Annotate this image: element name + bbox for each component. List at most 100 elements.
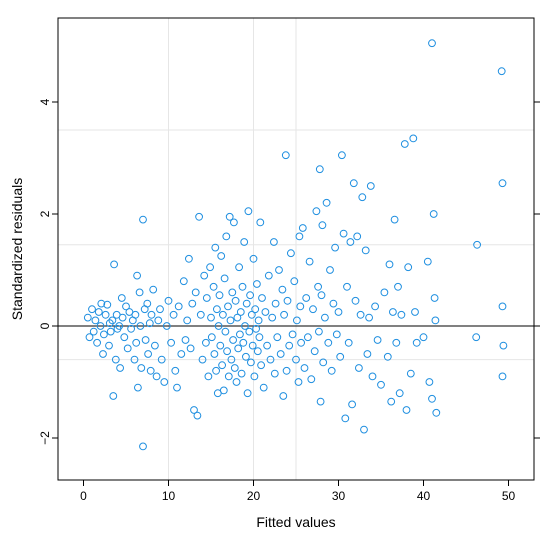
data-point-6 xyxy=(94,308,103,316)
data-point-64 xyxy=(179,277,188,286)
data-point-142 xyxy=(261,308,270,316)
data-point-132 xyxy=(251,305,260,314)
data-point-248 xyxy=(499,341,508,350)
data-point-186 xyxy=(322,198,331,207)
data-point-191 xyxy=(331,243,340,252)
data-point-129 xyxy=(248,341,257,350)
data-point-240 xyxy=(431,316,440,325)
data-point-138 xyxy=(256,218,265,227)
data-point-48 xyxy=(147,310,156,319)
data-point-222 xyxy=(390,215,399,224)
data-point-245 xyxy=(497,67,506,76)
data-point-104 xyxy=(227,355,236,364)
data-point-182 xyxy=(317,291,326,300)
data-point-39 xyxy=(137,364,146,372)
data-point-227 xyxy=(400,140,409,148)
data-point-165 xyxy=(294,378,303,386)
data-point-221 xyxy=(389,308,397,316)
data-point-46 xyxy=(145,319,154,328)
data-point-160 xyxy=(287,249,295,258)
data-point-51 xyxy=(152,372,161,381)
data-point-232 xyxy=(411,308,419,316)
data-point-47 xyxy=(146,366,155,375)
data-point-189 xyxy=(327,366,336,375)
data-point-244 xyxy=(472,333,481,342)
data-point-43 xyxy=(141,336,150,344)
data-point-52 xyxy=(154,316,163,325)
data-point-101 xyxy=(224,372,233,381)
data-point-202 xyxy=(349,179,358,188)
data-point-87 xyxy=(213,305,221,314)
data-point-102 xyxy=(225,212,234,221)
data-point-225 xyxy=(395,389,404,398)
data-point-233 xyxy=(412,338,421,347)
data-point-54 xyxy=(157,355,166,364)
data-point-89 xyxy=(214,322,223,330)
data-point-75 xyxy=(198,355,207,364)
data-point-213 xyxy=(368,372,377,381)
data-point-61 xyxy=(173,383,181,392)
data-point-131 xyxy=(250,372,259,381)
data-points xyxy=(83,39,508,451)
data-point-179 xyxy=(315,327,323,336)
data-point-242 xyxy=(428,394,436,403)
x-axis-ticks: 0 10 20 30 40 50 xyxy=(80,480,515,503)
data-point-103 xyxy=(226,316,235,325)
data-point-181 xyxy=(316,397,325,406)
data-point-215 xyxy=(373,336,382,344)
data-point-91 xyxy=(216,341,225,350)
x-tick-label-0: 0 xyxy=(80,489,87,503)
data-point-28 xyxy=(123,344,132,353)
data-point-26 xyxy=(120,333,129,342)
data-point-220 xyxy=(387,397,396,406)
data-point-162 xyxy=(290,277,299,286)
x-tick-label-3: 30 xyxy=(332,489,346,503)
data-point-68 xyxy=(186,344,195,353)
data-point-188 xyxy=(326,266,334,274)
data-point-19 xyxy=(111,355,120,364)
data-point-234 xyxy=(419,333,428,342)
data-point-194 xyxy=(336,352,345,361)
y-tick-label-1: 0 xyxy=(38,322,52,329)
data-point-219 xyxy=(385,260,394,269)
data-point-37 xyxy=(135,288,144,297)
data-point-130 xyxy=(249,254,258,263)
data-point-84 xyxy=(210,350,219,358)
data-point-218 xyxy=(383,352,392,361)
data-point-96 xyxy=(220,274,229,283)
data-point-152 xyxy=(276,350,285,358)
data-point-63 xyxy=(177,350,186,358)
data-point-77 xyxy=(202,338,210,347)
y-axis-ticks: −2 0 2 4 xyxy=(38,98,540,445)
data-point-176 xyxy=(310,347,319,356)
data-point-115 xyxy=(236,308,245,316)
data-point-200 xyxy=(346,238,355,246)
data-point-99 xyxy=(223,347,232,356)
data-point-204 xyxy=(353,232,362,241)
data-point-144 xyxy=(264,271,273,280)
data-point-13 xyxy=(105,341,113,350)
data-point-55 xyxy=(160,378,169,386)
data-point-124 xyxy=(244,207,253,216)
data-point-170 xyxy=(300,364,309,372)
data-point-117 xyxy=(238,282,247,291)
data-point-95 xyxy=(219,386,228,395)
data-point-149 xyxy=(271,299,280,308)
data-point-59 xyxy=(169,310,178,319)
data-point-122 xyxy=(242,299,251,308)
data-point-205 xyxy=(355,364,363,372)
data-point-82 xyxy=(207,333,216,342)
data-point-178 xyxy=(314,282,323,291)
data-point-72 xyxy=(193,411,202,420)
data-point-230 xyxy=(406,369,415,378)
data-point-216 xyxy=(377,380,385,389)
data-point-172 xyxy=(304,333,312,342)
data-point-146 xyxy=(268,313,277,322)
data-point-141 xyxy=(259,383,268,392)
data-point-147 xyxy=(270,238,278,246)
data-point-127 xyxy=(247,358,255,367)
data-point-151 xyxy=(275,266,283,274)
data-point-50 xyxy=(151,341,159,350)
data-point-135 xyxy=(253,347,262,356)
data-point-97 xyxy=(221,327,230,336)
